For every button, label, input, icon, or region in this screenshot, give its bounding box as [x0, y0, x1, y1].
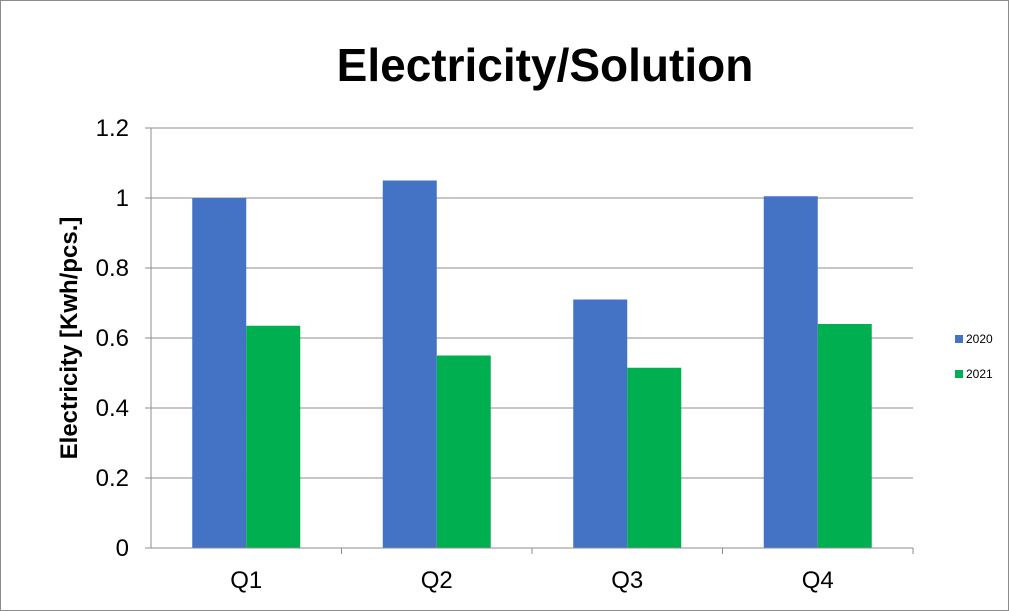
bar-2020-Q1	[192, 198, 247, 548]
x-tick-label: Q2	[421, 567, 453, 594]
y-tick-label: 1	[116, 185, 129, 212]
y-axis-label: Electricity [Kwh/pcs.]	[56, 217, 83, 460]
tick-labels: 0 0.2 0.4 0.6 0.8 1 1.2 Q1 Q2 Q3 Q4	[96, 115, 834, 594]
bars	[192, 180, 872, 548]
chart-title: Electricity/Solution	[337, 39, 754, 91]
y-tick-label: 0.2	[96, 465, 129, 492]
y-tick-label: 0.8	[96, 255, 129, 282]
y-tick-label: 0.4	[96, 395, 129, 422]
bar-2020-Q2	[382, 180, 437, 548]
bar-2021-Q3	[627, 367, 682, 548]
legend-label-2020: 2020	[966, 332, 993, 346]
bar-2020-Q3	[573, 299, 628, 548]
axes	[145, 127, 914, 554]
y-tick-label: 0.6	[96, 325, 129, 352]
x-tick-label: Q4	[802, 567, 834, 594]
legend-label-2021: 2021	[966, 367, 993, 381]
y-tick-label: 1.2	[96, 115, 129, 142]
bar-2021-Q2	[436, 355, 491, 548]
bar-2020-Q4	[763, 196, 818, 548]
bar-2021-Q4	[817, 324, 872, 548]
y-tick-label: 0	[116, 535, 129, 562]
x-tick-label: Q1	[230, 567, 262, 594]
x-tick-label: Q3	[611, 567, 643, 594]
legend: 2020 2021	[955, 332, 993, 381]
legend-swatch-2021	[955, 370, 963, 378]
legend-swatch-2020	[955, 335, 963, 343]
bar-2021-Q1	[246, 325, 301, 548]
